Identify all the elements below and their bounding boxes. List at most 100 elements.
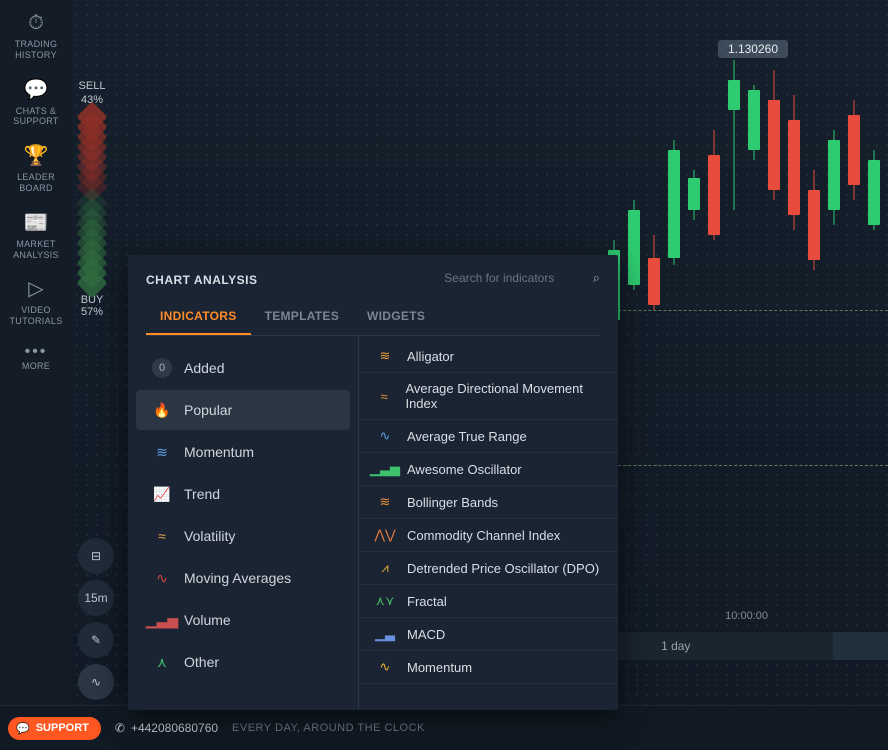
category-volatility[interactable]: ≈ Volatility — [136, 516, 350, 556]
category-label: Popular — [184, 402, 232, 418]
range-seg-right[interactable] — [833, 632, 888, 660]
tab-templates[interactable]: TEMPLATES — [251, 301, 353, 335]
sidebar-more-label: MORE — [22, 361, 50, 372]
sidebar-icon: 📰 — [24, 210, 49, 235]
sidebar-item-3[interactable]: 📰 MARKETANALYSIS — [9, 202, 62, 269]
sidebar-icon: 💬 — [24, 77, 49, 102]
indicator-average-directional-movement-index[interactable]: ≈ Average Directional Movement Index — [359, 373, 618, 420]
added-count-badge: 0 — [152, 358, 172, 378]
sidebar-item-4[interactable]: ▷ VIDEOTUTORIALS — [9, 268, 62, 335]
footer-tagline: EVERY DAY, AROUND THE CLOCK — [232, 722, 425, 734]
indicator-icon: ∿ — [375, 428, 395, 444]
indicator-average-true-range[interactable]: ∿ Average True Range — [359, 420, 618, 453]
indicator-icon: ≋ — [375, 348, 395, 364]
panel-title: CHART ANALYSIS — [146, 273, 257, 287]
indicator-label: Alligator — [407, 349, 454, 364]
category-other[interactable]: ⋏ Other — [136, 642, 350, 682]
indicator-detrended-price-oscillator-dpo-[interactable]: ⩘ Detrended Price Oscillator (DPO) — [359, 552, 618, 585]
chart-tool-column: ⊟ 15m ✎ ∿ — [78, 538, 114, 700]
sidebar-label: MARKETANALYSIS — [13, 239, 59, 261]
candle-icon: ⊟ — [91, 549, 101, 563]
sidebar-icon: ▷ — [28, 276, 43, 301]
indicator-icon: ⋏⋎ — [375, 593, 395, 609]
tab-widgets[interactable]: WIDGETS — [353, 301, 439, 335]
support-label: SUPPORT — [36, 722, 89, 734]
sidebar-item-0[interactable]: ⏱ TRADINGHISTORY — [9, 4, 62, 69]
indicator-label: Average True Range — [407, 429, 527, 444]
indicator-bollinger-bands[interactable]: ≋ Bollinger Bands — [359, 486, 618, 519]
indicator-label: Fractal — [407, 594, 447, 609]
chat-icon: 💬 — [16, 722, 30, 735]
category-icon: ▁▃▅ — [152, 610, 172, 630]
indicator-momentum[interactable]: ∿ Momentum — [359, 651, 618, 684]
category-momentum[interactable]: ≋ Momentum — [136, 432, 350, 472]
indicator-awesome-oscillator[interactable]: ▁▃▅ Awesome Oscillator — [359, 453, 618, 486]
sidebar-label: LEADERBOARD — [17, 172, 55, 194]
category-icon: ≈ — [152, 526, 172, 546]
search-input[interactable] — [444, 271, 584, 285]
whatsapp-icon: ✆ — [115, 721, 125, 735]
candle-type-button[interactable]: ⊟ — [78, 538, 114, 574]
sidebar-icon: 🏆 — [24, 143, 49, 168]
category-label: Other — [184, 654, 219, 670]
category-added[interactable]: 0 Added — [136, 348, 350, 388]
category-label: Volume — [184, 612, 231, 628]
category-column: 0 Added 🔥 Popular ≋ Momentum 📈Trend ≈ Volatility… — [128, 336, 358, 710]
indicator-icon: ▁▃ — [375, 626, 395, 642]
sidebar-item-more[interactable]: ••• MORE — [0, 335, 72, 380]
indicator-icon: ≈ — [375, 389, 393, 404]
indicator-label: Bollinger Bands — [407, 495, 498, 510]
indicator-icon: ▁▃▅ — [375, 461, 395, 477]
draw-button[interactable]: ✎ — [78, 622, 114, 658]
category-moving-averages[interactable]: ∿ Moving Averages — [136, 558, 350, 598]
category-label: Volatility — [184, 528, 235, 544]
category-label: Moving Averages — [184, 570, 291, 586]
search-icon[interactable]: ⌕ — [593, 270, 600, 285]
category-icon: ⋏ — [152, 652, 172, 672]
indicator-label: Commodity Channel Index — [407, 528, 560, 543]
phone-wrap[interactable]: ✆ +442080680760 — [115, 721, 218, 735]
pencil-icon: ✎ — [91, 633, 101, 647]
sell-label: SELL — [72, 80, 112, 92]
more-icon: ••• — [25, 343, 48, 361]
indicator-macd[interactable]: ▁▃ MACD — [359, 618, 618, 651]
indicator-icon: ∿ — [375, 659, 395, 675]
indicator-label: MACD — [407, 627, 445, 642]
category-label: Added — [184, 360, 224, 376]
sidebar-label: TRADINGHISTORY — [15, 39, 58, 61]
indicator-column: ≋ Alligator≈ Average Directional Movemen… — [358, 336, 618, 710]
category-label: Trend — [184, 486, 220, 502]
phone-number: +442080680760 — [131, 721, 218, 735]
candlestick-series — [588, 0, 888, 500]
indicator-icon: ∿ — [91, 675, 101, 689]
category-icon: ∿ — [152, 568, 172, 588]
sidebar-label: CHATS &SUPPORT — [13, 106, 58, 128]
footer: 💬 SUPPORT ✆ +442080680760 EVERY DAY, ARO… — [0, 705, 888, 750]
category-icon: ≋ — [152, 442, 172, 462]
time-tick: 10:00:00 — [725, 610, 768, 622]
indicator-button[interactable]: ∿ — [78, 664, 114, 700]
category-icon: 🔥 — [152, 400, 172, 420]
category-label: Momentum — [184, 444, 254, 460]
indicator-alligator[interactable]: ≋ Alligator — [359, 340, 618, 373]
tab-indicators[interactable]: INDICATORS — [146, 301, 251, 335]
category-popular[interactable]: 🔥 Popular — [136, 390, 350, 430]
category-trend[interactable]: 📈Trend — [136, 474, 350, 514]
indicator-label: Average Directional Movement Index — [405, 381, 602, 411]
buy-percent: 57% — [72, 306, 112, 318]
sidebar-item-2[interactable]: 🏆 LEADERBOARD — [9, 135, 62, 202]
chart-analysis-panel: CHART ANALYSIS ⌕ INDICATORSTEMPLATESWIDG… — [128, 255, 618, 710]
sidebar-icon: ⏱ — [28, 12, 44, 35]
sidebar: ⏱ TRADINGHISTORY💬 CHATS &SUPPORT🏆 LEADER… — [0, 0, 72, 705]
indicator-commodity-channel-index[interactable]: ⋀⋁ Commodity Channel Index — [359, 519, 618, 552]
sidebar-item-1[interactable]: 💬 CHATS &SUPPORT — [9, 69, 62, 136]
sidebar-label: VIDEOTUTORIALS — [9, 305, 62, 327]
indicator-icon: ≋ — [375, 494, 395, 510]
timeframe-button[interactable]: 15m — [78, 580, 114, 616]
indicator-fractal[interactable]: ⋏⋎ Fractal — [359, 585, 618, 618]
support-button[interactable]: 💬 SUPPORT — [8, 717, 101, 740]
category-volume[interactable]: ▁▃▅ Volume — [136, 600, 350, 640]
indicator-label: Detrended Price Oscillator (DPO) — [407, 561, 599, 576]
indicator-icon: ⋀⋁ — [375, 527, 395, 543]
indicator-label: Awesome Oscillator — [407, 462, 522, 477]
